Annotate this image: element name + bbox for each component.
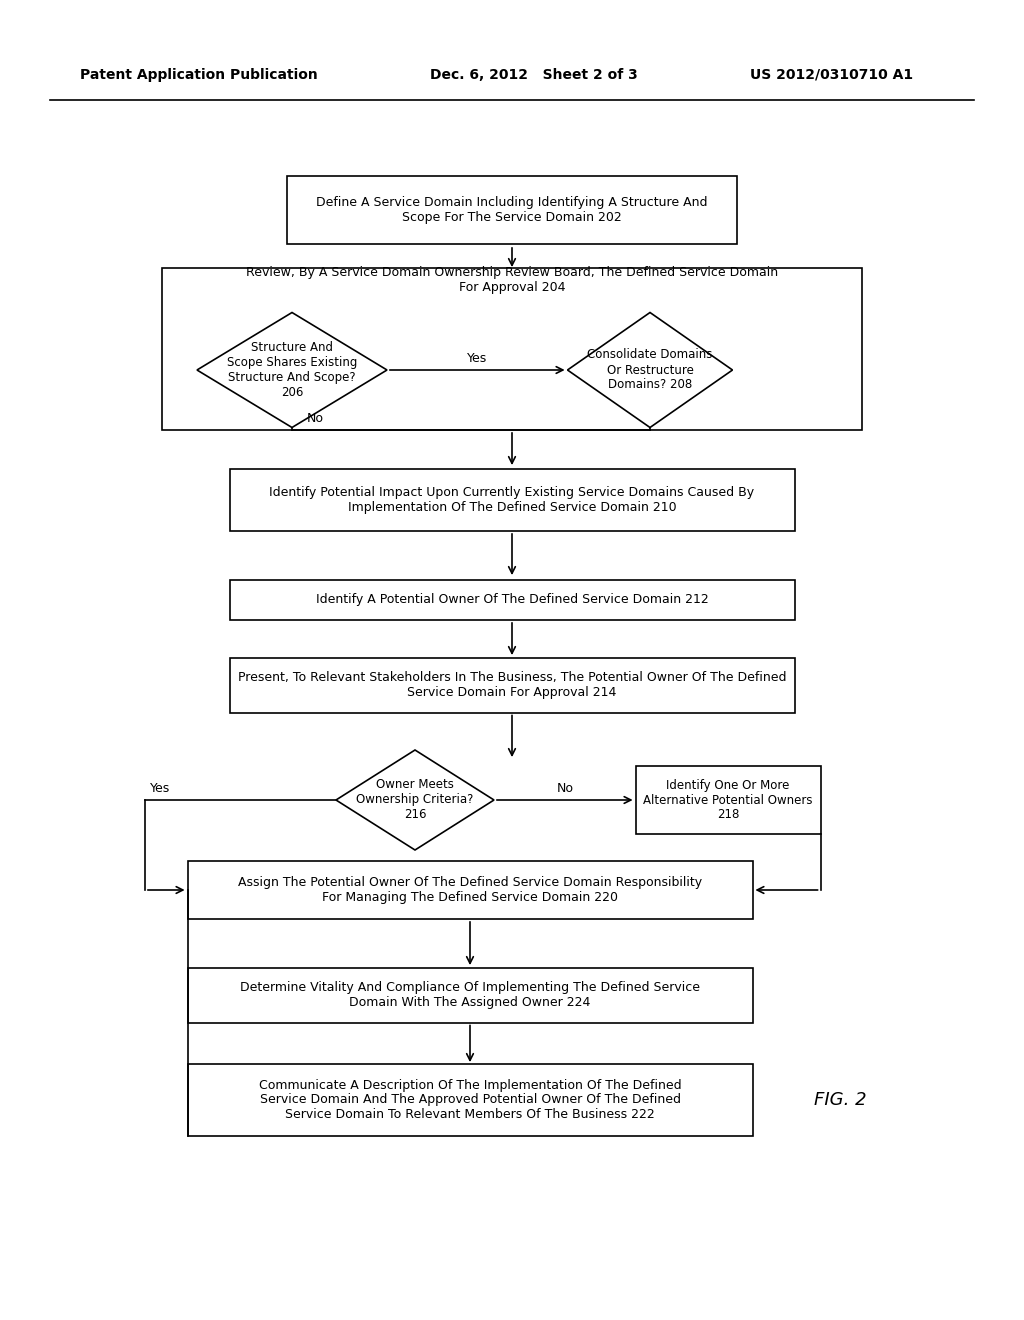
Text: US 2012/0310710 A1: US 2012/0310710 A1 [750,69,913,82]
Bar [229,657,795,713]
Text: Consolidate Domains
Or Restructure
Domains? 208: Consolidate Domains Or Restructure Domai… [588,348,713,392]
Text: Owner Meets
Ownership Criteria?
216: Owner Meets Ownership Criteria? 216 [356,779,474,821]
Bar [162,268,862,430]
Text: Present, To Relevant Stakeholders In The Business, The Potential Owner Of The De: Present, To Relevant Stakeholders In The… [238,671,786,700]
Bar [229,469,795,531]
Bar [636,766,820,834]
Text: Identify One Or More
Alternative Potential Owners
218: Identify One Or More Alternative Potenti… [643,779,813,821]
Text: Review, By A Service Domain Ownership Review Board, The Defined Service Domain
F: Review, By A Service Domain Ownership Re… [246,267,778,294]
Text: Yes: Yes [467,351,487,364]
Bar [187,1064,753,1137]
Bar [229,579,795,620]
Text: Yes: Yes [150,781,170,795]
Text: Structure And
Scope Shares Existing
Structure And Scope?
206: Structure And Scope Shares Existing Stru… [226,341,357,399]
Text: Dec. 6, 2012   Sheet 2 of 3: Dec. 6, 2012 Sheet 2 of 3 [430,69,638,82]
Text: Identify Potential Impact Upon Currently Existing Service Domains Caused By
Impl: Identify Potential Impact Upon Currently… [269,486,755,513]
Bar [287,176,737,244]
Text: Assign The Potential Owner Of The Defined Service Domain Responsibility
For Mana: Assign The Potential Owner Of The Define… [238,876,702,904]
Text: Patent Application Publication: Patent Application Publication [80,69,317,82]
Text: No: No [556,781,573,795]
Polygon shape [197,313,387,428]
Polygon shape [567,313,732,428]
Text: Determine Vitality And Compliance Of Implementing The Defined Service
Domain Wit: Determine Vitality And Compliance Of Imp… [240,981,700,1008]
Text: No: No [307,412,324,425]
Bar [187,968,753,1023]
Text: FIG. 2: FIG. 2 [814,1092,866,1109]
Bar [187,861,753,919]
Text: Identify A Potential Owner Of The Defined Service Domain 212: Identify A Potential Owner Of The Define… [315,594,709,606]
Polygon shape [336,750,494,850]
Text: Communicate A Description Of The Implementation Of The Defined
Service Domain An: Communicate A Description Of The Impleme… [259,1078,681,1122]
Text: Define A Service Domain Including Identifying A Structure And
Scope For The Serv: Define A Service Domain Including Identi… [316,195,708,224]
